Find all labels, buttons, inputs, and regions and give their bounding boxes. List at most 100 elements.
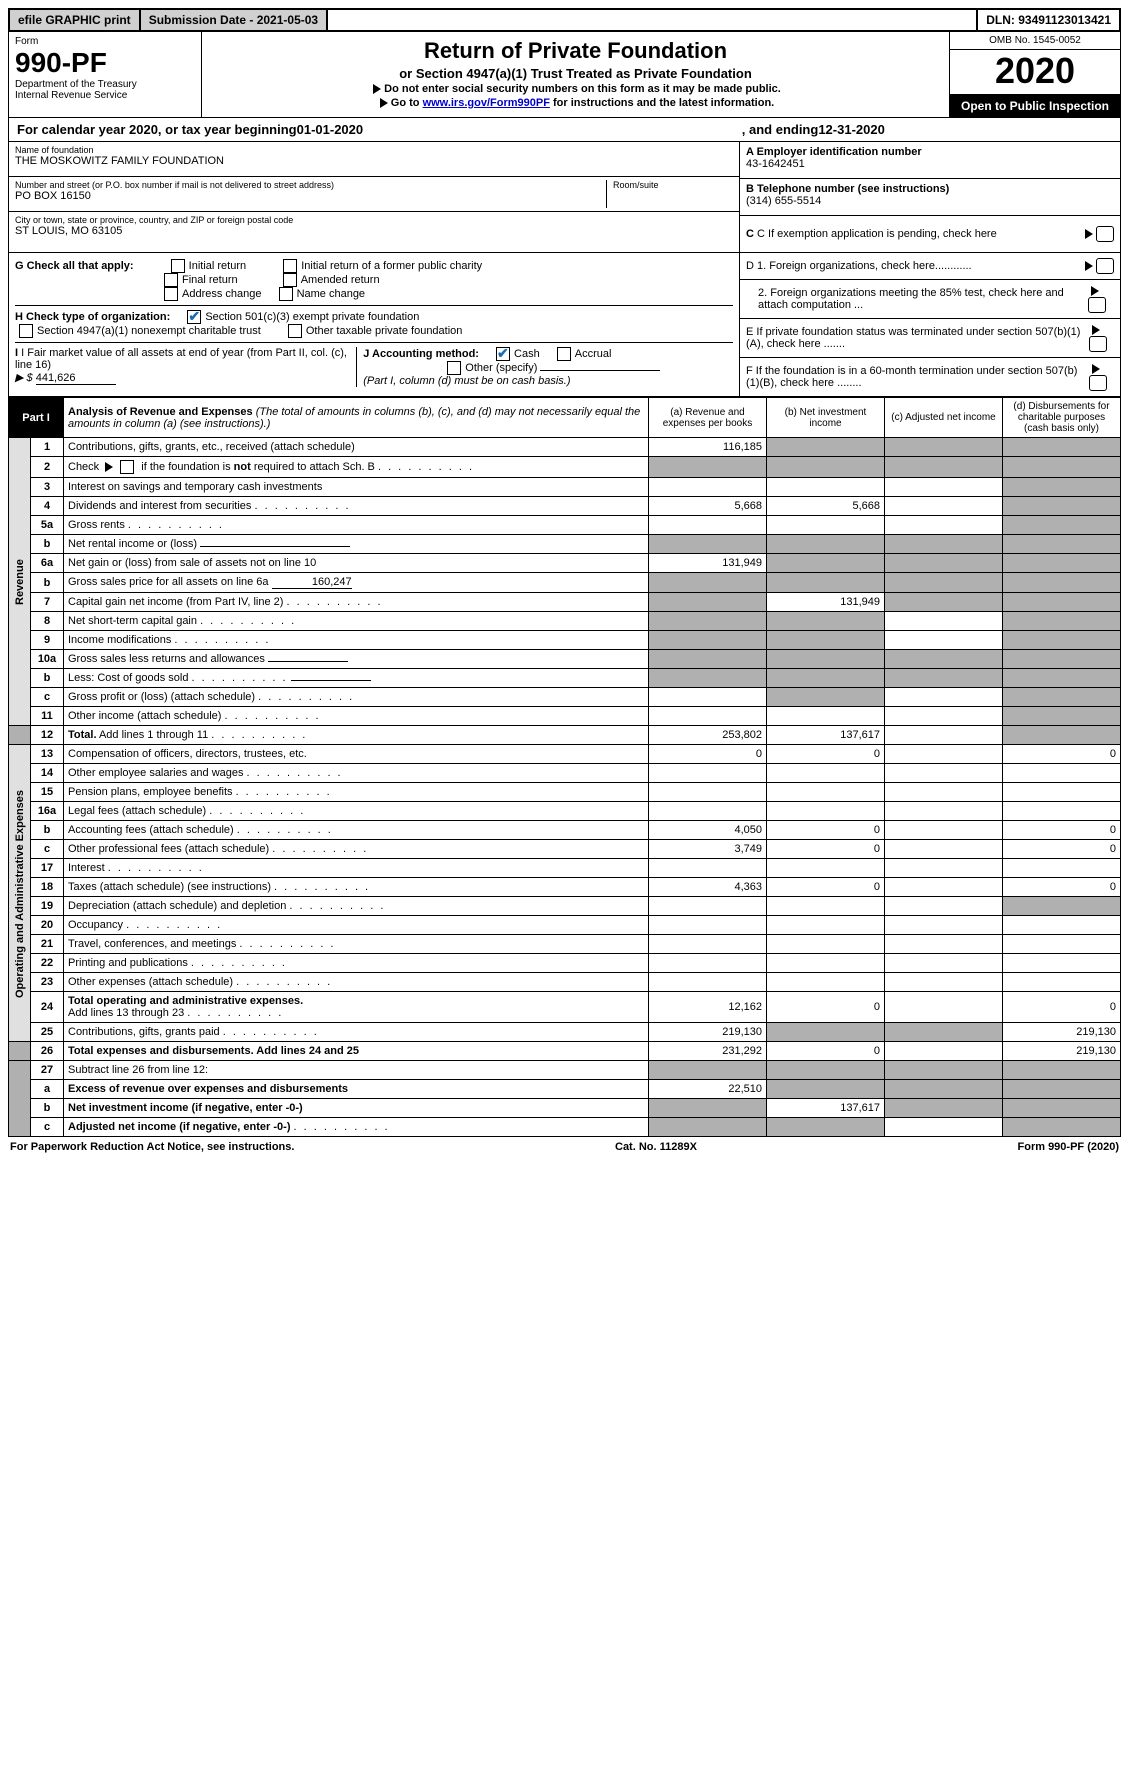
row-18-a: 4,363 [649,878,767,897]
d2-checkbox[interactable] [1088,297,1106,313]
g-address-label: Address change [182,288,262,300]
row-16c-b: 0 [767,840,885,859]
note-ssn: Do not enter social security numbers on … [210,83,941,95]
row-22-desc: Printing and publications [64,954,649,973]
row-16c-d: 0 [1003,840,1121,859]
row-27a-desc: Excess of revenue over expenses and disb… [64,1080,649,1099]
row-24-desc: Total operating and administrative expen… [64,992,649,1023]
ein-cell: A Employer identification number 43-1642… [740,142,1120,179]
h-row: H Check type of organization: Section 50… [15,305,733,338]
addr-value: PO BOX 16150 [15,190,606,202]
col-c-header: (c) Adjusted net income [885,398,1003,438]
row-24-num: 24 [31,992,64,1023]
j-cash-checkbox[interactable] [496,347,510,361]
row-10a-num: 10a [31,650,64,669]
h-501c3-checkbox[interactable] [187,310,201,324]
row-10b-desc: Less: Cost of goods sold [64,669,649,688]
col-b-header: (b) Net investment income [767,398,885,438]
city-row: City or town, state or province, country… [9,212,739,246]
g-final-checkbox[interactable] [164,273,178,287]
row-13-desc: Compensation of officers, directors, tru… [64,745,649,764]
header-right: OMB No. 1545-0052 2020 Open to Public In… [949,32,1120,117]
header-center: Return of Private Foundation or Section … [202,32,949,117]
phone-cell: B Telephone number (see instructions) (3… [740,179,1120,216]
row-7-desc: Capital gain net income (from Part IV, l… [64,593,649,612]
row-24-a: 12,162 [649,992,767,1023]
row-4-a: 5,668 [649,497,767,516]
foundation-name-row: Name of foundation THE MOSKOWITZ FAMILY … [9,142,739,177]
d1-label: D 1. Foreign organizations, check here..… [746,260,972,272]
g-amended-checkbox[interactable] [283,273,297,287]
d2-row: 2. Foreign organizations meeting the 85%… [740,280,1120,319]
row-10c-desc: Gross profit or (loss) (attach schedule) [64,688,649,707]
h-4947-checkbox[interactable] [19,324,33,338]
f-checkbox[interactable] [1089,375,1107,391]
form-title: Return of Private Foundation [210,38,941,64]
name-label: Name of foundation [15,145,733,155]
tax-year: 2020 [950,50,1120,95]
row-16a-desc: Legal fees (attach schedule) [64,802,649,821]
row-27a-a: 22,510 [649,1080,767,1099]
e-checkbox[interactable] [1089,336,1107,352]
row-8-desc: Net short-term capital gain [64,612,649,631]
i-arrow: ▶ $ [15,372,33,384]
h-other-checkbox[interactable] [288,324,302,338]
row-10c-num: c [31,688,64,707]
row-1-desc: Contributions, gifts, grants, etc., rece… [64,438,649,457]
cal-begin: 01-01-2020 [297,122,364,137]
row-7-num: 7 [31,593,64,612]
row-4-desc: Dividends and interest from securities [64,497,649,516]
note-link: Go to www.irs.gov/Form990PF for instruct… [210,97,941,109]
row-23-desc: Other expenses (attach schedule) [64,973,649,992]
g-initial-label: Initial return [189,260,246,272]
form-number: 990-PF [15,47,195,79]
j-other-checkbox[interactable] [447,361,461,375]
checkbox-block: G Check all that apply: Initial return I… [8,253,1121,397]
row-6a-num: 6a [31,554,64,573]
row-27-num: 27 [31,1061,64,1080]
row-5a-num: 5a [31,516,64,535]
row-9-desc: Income modifications [64,631,649,650]
col-d-header: (d) Disbursements for charitable purpose… [1003,398,1121,438]
city-value: ST LOUIS, MO 63105 [15,225,733,237]
g-name-checkbox[interactable] [279,287,293,301]
g-address-checkbox[interactable] [164,287,178,301]
ein-value: 43-1642451 [746,158,805,170]
row-24-d: 0 [1003,992,1121,1023]
g-initial-checkbox[interactable] [171,259,185,273]
footer-mid: Cat. No. 11289X [615,1141,697,1153]
row-23-num: 23 [31,973,64,992]
cal-prefix: For calendar year 2020, or tax year begi… [17,122,297,137]
irs-link[interactable]: www.irs.gov/Form990PF [423,97,550,109]
h-other-label: Other taxable private foundation [306,325,463,337]
row-2-checkbox[interactable] [120,460,134,474]
row-25-a: 219,130 [649,1023,767,1042]
ij-row: I I Fair market value of all assets at e… [15,342,733,387]
row-1-num: 1 [31,438,64,457]
dept-line: Department of the Treasury [15,79,195,90]
row-25-desc: Contributions, gifts, grants paid [64,1023,649,1042]
row-20-desc: Occupancy [64,916,649,935]
room-label: Room/suite [613,180,733,190]
row-8-num: 8 [31,612,64,631]
row-16c-a: 3,749 [649,840,767,859]
g-initial-former-checkbox[interactable] [283,259,297,273]
row-16b-a: 4,050 [649,821,767,840]
j-label: J Accounting method: [363,348,479,360]
calendar-year-row: For calendar year 2020, or tax year begi… [8,118,1121,142]
row-27a-num: a [31,1080,64,1099]
inspection-label: Open to Public Inspection [950,95,1120,117]
j-accrual-checkbox[interactable] [557,347,571,361]
row-6a-desc: Net gain or (loss) from sale of assets n… [64,554,649,573]
f-label: F If the foundation is in a 60-month ter… [746,365,1089,389]
row-27b-b: 137,617 [767,1099,885,1118]
foundation-name: THE MOSKOWITZ FAMILY FOUNDATION [15,155,733,167]
row-5a-desc: Gross rents [64,516,649,535]
row-13-d: 0 [1003,745,1121,764]
row-6b-num: b [31,573,64,593]
row-12-num: 12 [31,726,64,745]
row-20-num: 20 [31,916,64,935]
d1-checkbox[interactable] [1096,258,1114,274]
part1-table: Part I Analysis of Revenue and Expenses … [8,397,1121,1137]
exempt-checkbox[interactable] [1096,226,1114,242]
